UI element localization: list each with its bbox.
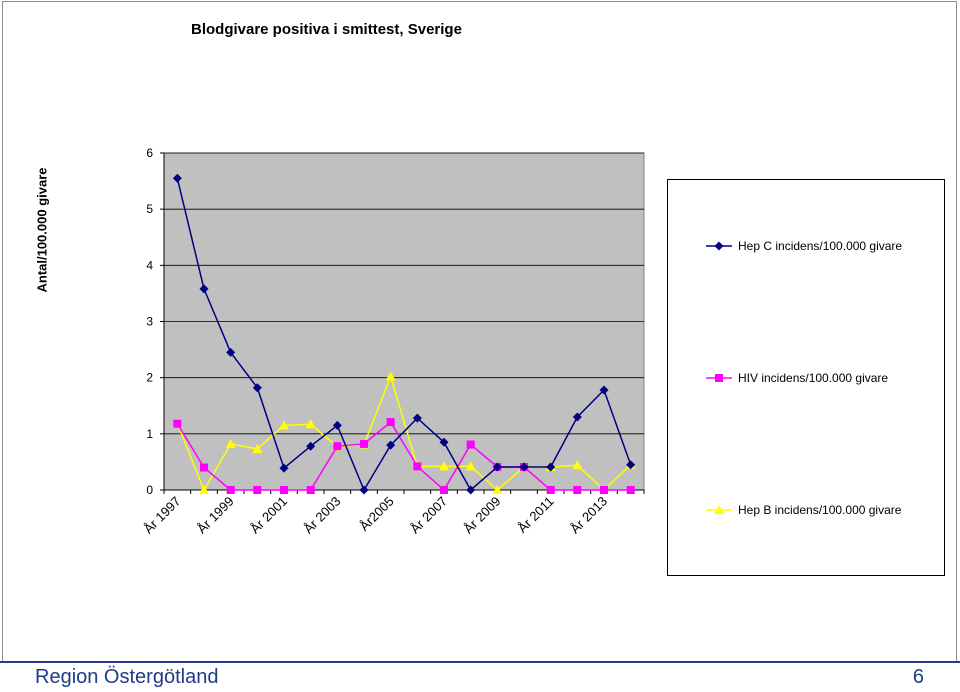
data-point-hep-c (599, 385, 609, 395)
y-tick-label: 6 (146, 146, 153, 160)
footer-page-number: 6 (912, 666, 924, 688)
footer-rule (0, 661, 960, 663)
data-point-hep-c (492, 462, 502, 472)
data-point-hep-c (519, 462, 529, 472)
data-point-hep-c (572, 412, 582, 422)
legend-label-hep-b: Hep B incidens/100.000 givare (738, 503, 902, 517)
legend-label-hiv: HIV incidens/100.000 givare (738, 371, 889, 385)
data-point-hep-b (572, 460, 583, 470)
data-point-hep-c (172, 173, 182, 183)
data-point-hiv (306, 486, 315, 494)
slide-frame (2, 1, 957, 661)
data-point-hep-c (386, 440, 396, 450)
data-point-hep-b (225, 438, 236, 448)
x-tick-label: År 1997 (141, 494, 184, 537)
data-point-hiv (546, 486, 555, 494)
x-tick-label: År2005 (357, 494, 397, 534)
x-tick-label: År 2013 (567, 494, 610, 537)
data-point-hep-c (359, 485, 369, 495)
series-line-hep-b (176, 374, 632, 492)
footer-organization: Region Östergötland (35, 666, 219, 688)
data-point-hiv (440, 486, 448, 494)
data-point-hiv (173, 419, 182, 428)
data-point-hiv (360, 439, 368, 448)
data-point-hiv (466, 440, 475, 449)
x-tick-label: År 2009 (461, 494, 504, 537)
legend-symbol-hep-c (714, 241, 724, 251)
data-point-hep-c (546, 462, 556, 472)
legend-item-hep-b: Hep B incidens/100.000 givare (706, 500, 901, 520)
data-point-hep-b (279, 420, 289, 430)
data-point-hiv (333, 442, 342, 451)
data-point-hep-b (385, 371, 396, 381)
data-point-hep-c (466, 485, 476, 495)
data-point-hep-c (439, 437, 449, 447)
data-point-hiv (280, 486, 288, 494)
data-point-hiv (600, 486, 608, 494)
data-point-hep-c (252, 383, 262, 393)
x-tick-label: År 2007 (407, 494, 450, 537)
data-point-hiv (226, 486, 235, 494)
data-point-hiv (573, 486, 582, 494)
legend-marker-hep-c (706, 241, 732, 251)
data-point-hep-b (439, 461, 449, 471)
legend-symbol-hep-b (714, 505, 724, 514)
series-line-hiv (176, 420, 631, 492)
data-point-hep-b (492, 485, 503, 494)
y-tick-label: 4 (146, 258, 153, 272)
data-point-hep-c (199, 284, 209, 294)
legend-marker-hiv (706, 374, 732, 382)
data-point-hep-c (332, 420, 342, 430)
series-line-hep-c (176, 178, 632, 492)
y-tick-label: 0 (146, 483, 153, 497)
data-point-hep-c (279, 463, 289, 473)
x-tick-label: År 2011 (515, 494, 557, 536)
data-point-hep-c (226, 347, 236, 357)
legend-item-hiv: HIV incidens/100.000 givare (706, 368, 888, 388)
data-point-hep-b (465, 461, 476, 471)
data-point-hep-c (306, 441, 316, 451)
x-tick-label: År 2003 (301, 494, 344, 537)
data-point-hep-c (412, 413, 422, 423)
x-tick-label: År 2001 (247, 494, 290, 537)
data-point-hep-b (305, 419, 316, 429)
data-point-hiv (253, 486, 262, 494)
data-point-hep-b (199, 485, 209, 494)
data-point-hep-c (626, 460, 636, 470)
chart-title: Blodgivare positiva i smittest, Sverige (191, 21, 462, 38)
data-point-hiv (200, 463, 208, 472)
y-tick-label: 2 (146, 371, 153, 385)
data-point-hiv (386, 418, 395, 427)
y-tick-label: 3 (146, 315, 153, 329)
y-tick-label: 5 (146, 202, 153, 216)
x-tick-label: År 1999 (194, 494, 237, 537)
legend-marker-hep-b (706, 505, 732, 514)
legend-symbol-hiv (715, 374, 723, 382)
y-tick-label: 1 (146, 427, 153, 441)
legend-item-hep-c: Hep C incidens/100.000 givare (706, 236, 902, 256)
chart-legend: Hep C incidens/100.000 givare HIV incide… (667, 179, 945, 576)
legend-label-hep-c: Hep C incidens/100.000 givare (738, 239, 903, 253)
data-point-hep-b (252, 443, 263, 453)
data-point-hiv (626, 486, 635, 494)
data-point-hiv (413, 462, 422, 471)
